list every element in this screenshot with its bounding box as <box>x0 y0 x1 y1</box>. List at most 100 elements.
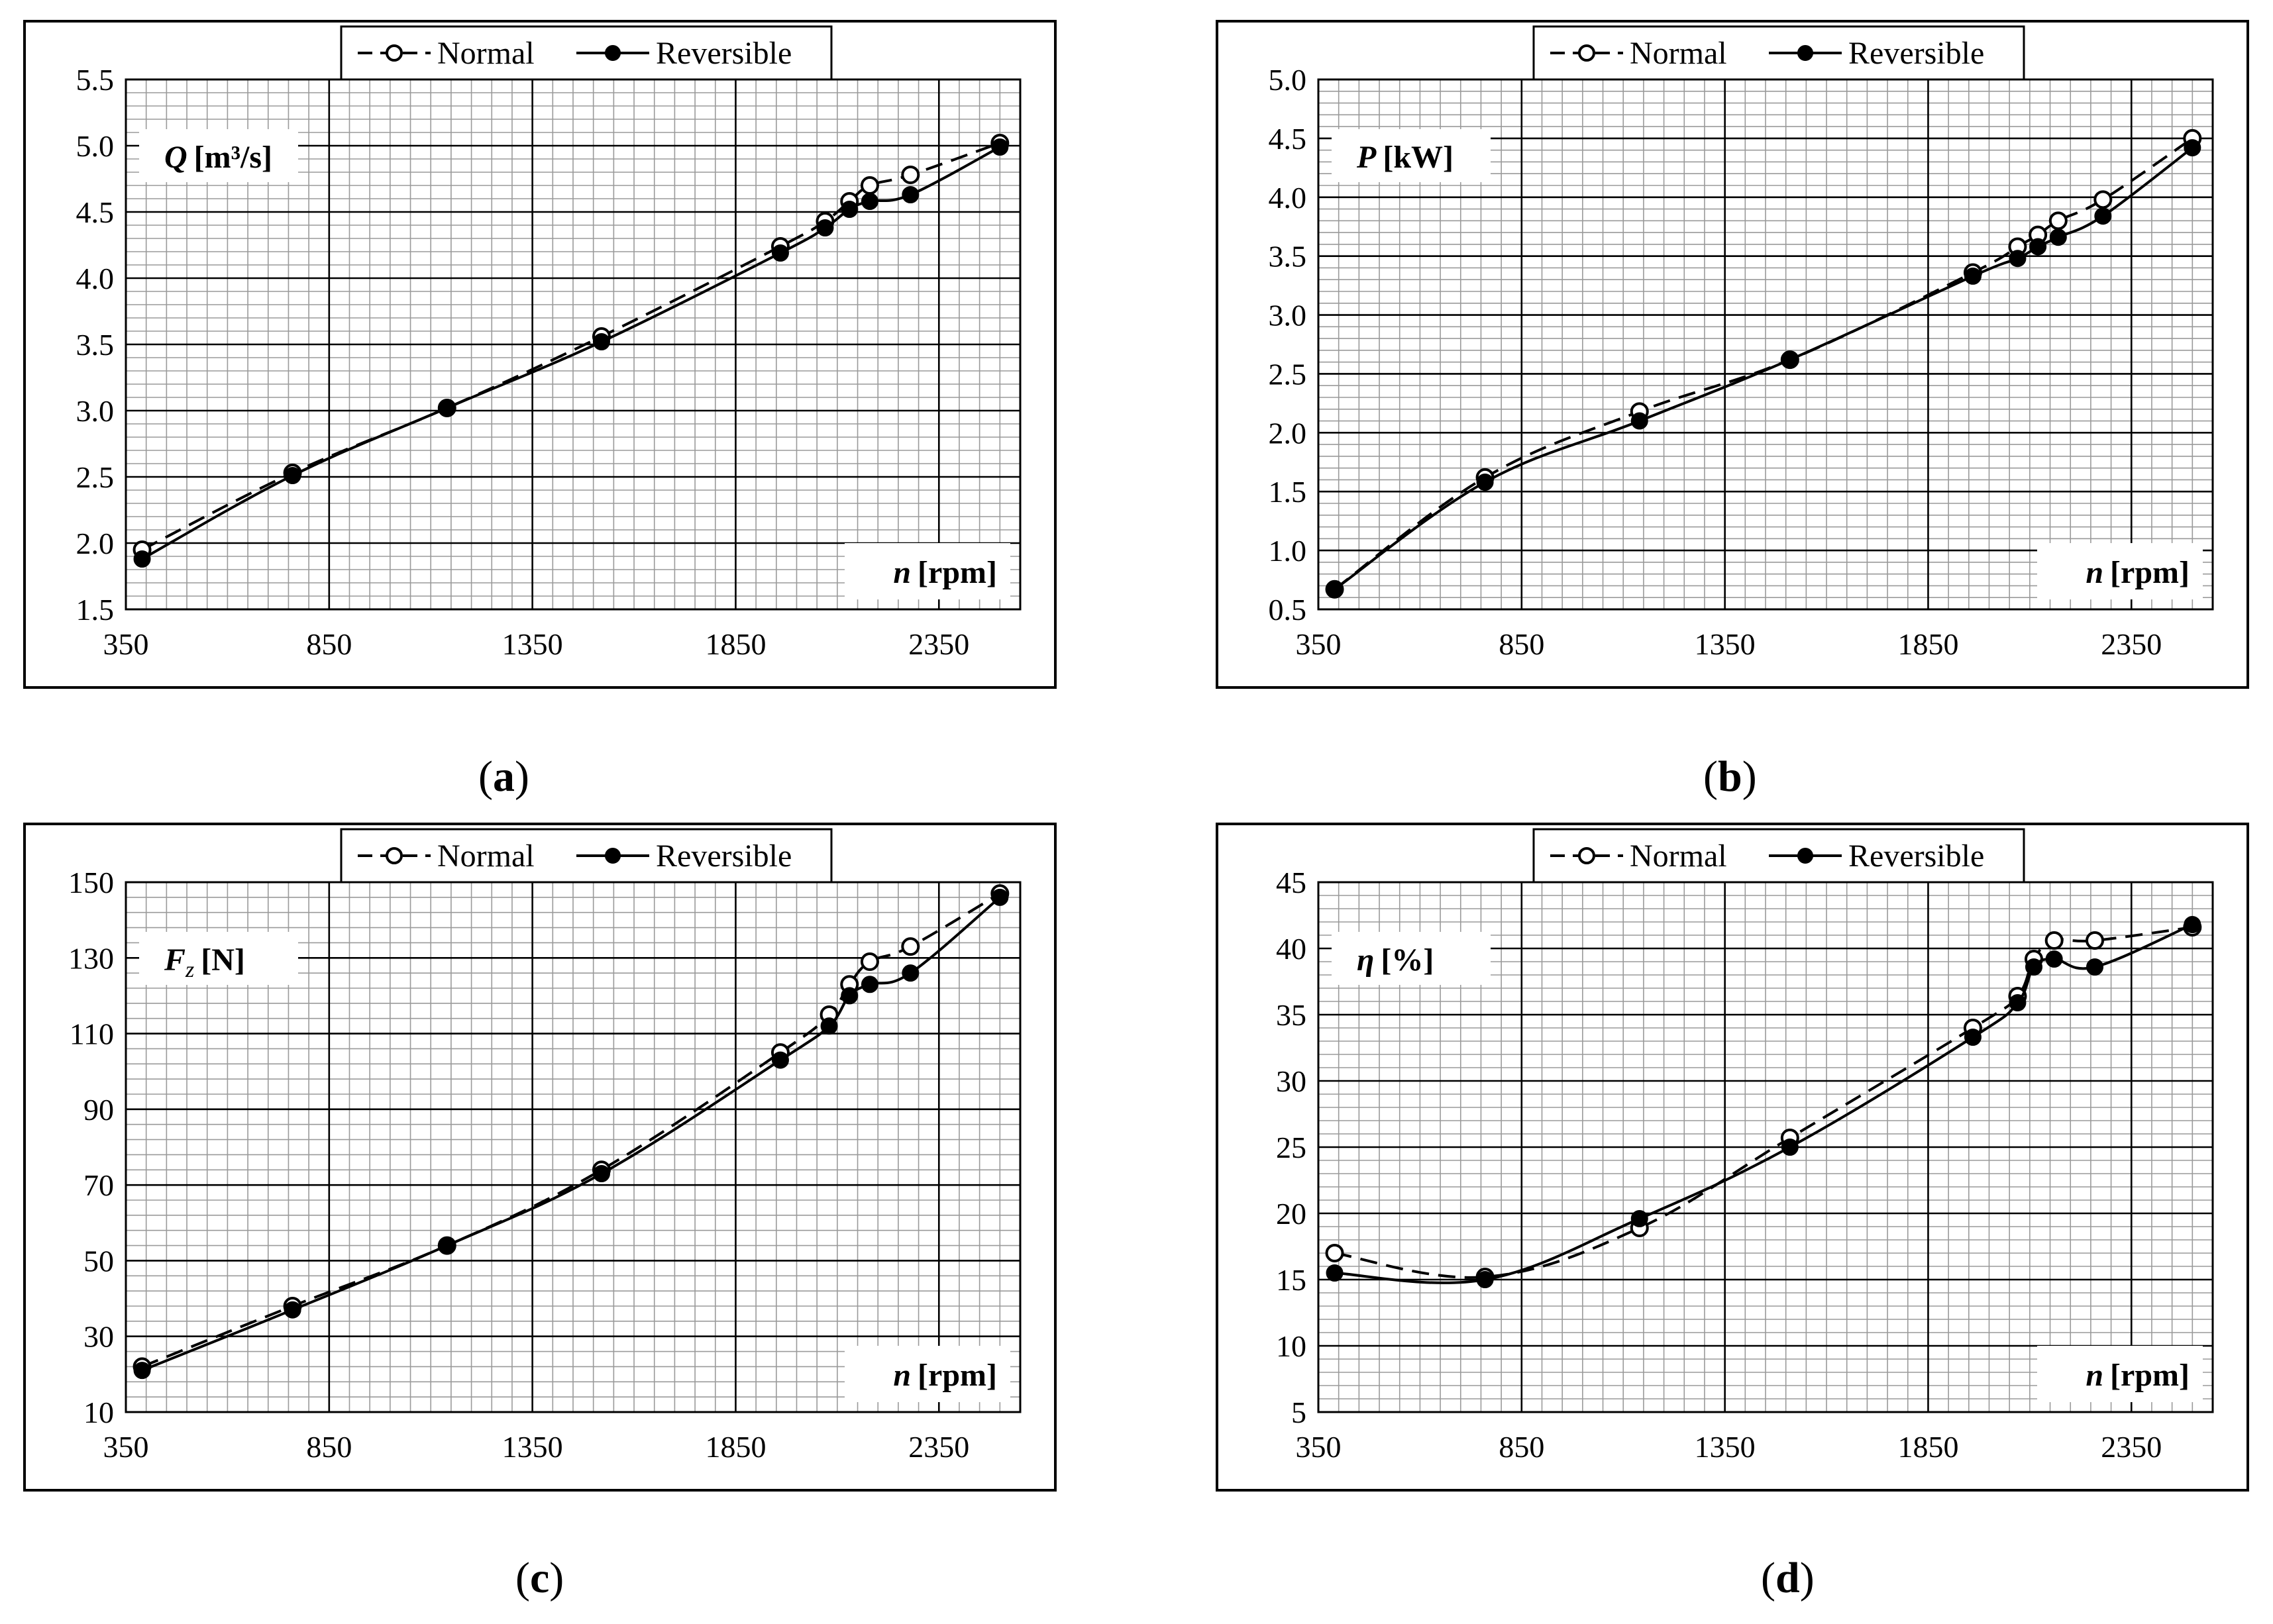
data-point-normal <box>2044 931 2064 950</box>
y-axis-label-sub: z <box>185 958 194 982</box>
y-axis-label-unit: [%] <box>1381 942 1434 978</box>
data-point-reversible <box>2025 958 2042 976</box>
data-point-reversible <box>841 201 859 218</box>
x-tick-label: 1850 <box>1897 1430 1958 1464</box>
chart-svg-a: 1.5 2.0 2.5 3.0 3.5 4.0 4.5 5.0 5.5 350 850 1350 185… <box>23 20 1057 689</box>
y-tick-label: 50 <box>83 1244 114 1278</box>
x-axis-label-text: n [rpm] <box>893 555 997 590</box>
series-line-reversible <box>1334 923 2194 1284</box>
x-axis-label-var: n <box>893 1358 911 1393</box>
y-tick-label: 10 <box>83 1396 114 1429</box>
y-axis-label-bg <box>1332 129 1491 182</box>
chart-panel-a: 1.5 2.0 2.5 3.0 3.5 4.0 4.5 5.0 5.5 350 850 1350 185… <box>23 20 1057 689</box>
legend-marker-normal <box>386 44 403 62</box>
series-reversible <box>133 138 1009 568</box>
x-tick-label: 850 <box>306 1430 352 1464</box>
data-point-reversible <box>133 550 151 568</box>
x-axis-label-bg <box>845 543 1010 599</box>
y-tick-label: 30 <box>83 1320 114 1354</box>
series-line-normal <box>141 892 1001 1368</box>
data-point-normal <box>2048 211 2068 230</box>
data-point-normal <box>860 952 879 971</box>
caption-b: (b) <box>1703 752 1757 801</box>
y-axis-label-var: Q <box>164 140 187 175</box>
data-point-reversible <box>816 219 834 236</box>
data-point-reversible <box>133 1362 151 1380</box>
data-point-reversible <box>2009 250 2027 268</box>
x-axis-label-var: n <box>893 555 911 590</box>
series-reversible <box>133 888 1009 1380</box>
x-axis-label-var: n <box>2086 555 2103 590</box>
y-tick-label: 3.5 <box>76 328 115 362</box>
minor-grid <box>1318 79 2213 610</box>
data-point-reversible <box>771 244 789 262</box>
caption-c: (c) <box>515 1554 564 1602</box>
x-axis-label: n [rpm] <box>845 1346 1010 1402</box>
caption-a: (a) <box>478 752 529 801</box>
x-tick-label: 1350 <box>1695 1430 1756 1464</box>
data-point-normal <box>901 166 920 184</box>
data-point-normal <box>901 937 920 956</box>
legend-marker-reversible <box>1797 45 1813 61</box>
y-tick-label: 5.5 <box>76 63 115 97</box>
data-point-reversible <box>1326 1264 1344 1282</box>
legend-label-reversible: Reversible <box>1848 36 1984 71</box>
legend: Normal Reversible <box>340 828 833 884</box>
series-reversible <box>1326 139 2201 598</box>
chart-svg-d: 5 10 15 20 25 30 35 40 45 350 850 1350 1850 2350 η [%] n… <box>1216 823 2249 1492</box>
x-tick-label: 350 <box>103 627 149 661</box>
y-tick-label: 10 <box>1276 1329 1306 1363</box>
x-axis-label: n [rpm] <box>2037 1346 2203 1402</box>
data-point-normal <box>2093 190 2113 209</box>
x-tick-label: 2350 <box>908 1430 969 1464</box>
y-tick-label: 130 <box>68 941 114 975</box>
data-point-reversible <box>841 987 859 1005</box>
y-tick-label: 1.5 <box>1269 475 1307 509</box>
y-tick-label: 4.5 <box>76 195 115 229</box>
data-point-reversible <box>1630 1210 1648 1227</box>
data-point-reversible <box>902 186 920 203</box>
x-tick-label: 350 <box>103 1430 149 1464</box>
y-tick-label: 30 <box>1276 1064 1306 1098</box>
data-point-reversible <box>1964 1029 1982 1046</box>
y-tick-label: 35 <box>1276 998 1306 1032</box>
y-tick-label: 4.0 <box>1269 181 1307 215</box>
y-tick-label: 70 <box>83 1168 114 1202</box>
data-point-reversible <box>592 1165 610 1182</box>
data-point-normal <box>860 176 879 195</box>
x-axis-label: n [rpm] <box>2037 543 2203 599</box>
data-point-reversible <box>1476 474 1494 491</box>
data-point-reversible <box>1781 1139 1799 1156</box>
legend-box <box>1532 25 2025 81</box>
data-point-reversible <box>1476 1271 1494 1288</box>
legend-marker-normal <box>386 847 403 864</box>
y-tick-label: 0.5 <box>1269 593 1307 627</box>
chart-svg-c: 10 30 50 70 90 110 130 150 350 850 1350 1850 2350 Fz [… <box>23 823 1057 1492</box>
x-axis-label-unit: [rpm] <box>2110 555 2190 590</box>
y-tick-label: 90 <box>83 1093 114 1127</box>
data-point-reversible <box>991 138 1009 156</box>
chart-svg-b: 0.5 1.0 1.5 2.0 2.5 3.0 3.5 4.0 4.5 5.0 350 850 1350… <box>1216 20 2249 689</box>
x-tick-label: 2350 <box>908 627 969 661</box>
x-tick-label: 850 <box>1499 627 1544 661</box>
y-tick-label: 4.0 <box>76 262 115 295</box>
series-line-reversible <box>1334 146 2194 591</box>
data-point-reversible <box>2045 950 2063 968</box>
y-tick-label: 3.0 <box>1269 299 1307 332</box>
data-point-reversible <box>284 1301 301 1319</box>
data-point-reversible <box>2094 207 2112 225</box>
x-axis-label-text: n [rpm] <box>2086 1358 2190 1393</box>
y-axis-label-unit: [N] <box>201 942 245 978</box>
y-tick-label: 2.5 <box>76 460 115 494</box>
data-point-reversible <box>861 976 878 993</box>
data-point-reversible <box>1630 412 1648 430</box>
x-axis-label-text: n [rpm] <box>2086 555 2190 590</box>
x-axis-label-var: n <box>2086 1358 2103 1393</box>
caption-d: (d) <box>1761 1554 1815 1602</box>
x-tick-label: 1850 <box>705 1430 766 1464</box>
x-tick-label: 850 <box>1499 1430 1544 1464</box>
legend-label-normal: Normal <box>437 36 535 71</box>
legend-label-normal: Normal <box>1630 838 1727 874</box>
x-tick-label: 1850 <box>1897 627 1958 661</box>
y-tick-label: 5 <box>1291 1396 1306 1429</box>
